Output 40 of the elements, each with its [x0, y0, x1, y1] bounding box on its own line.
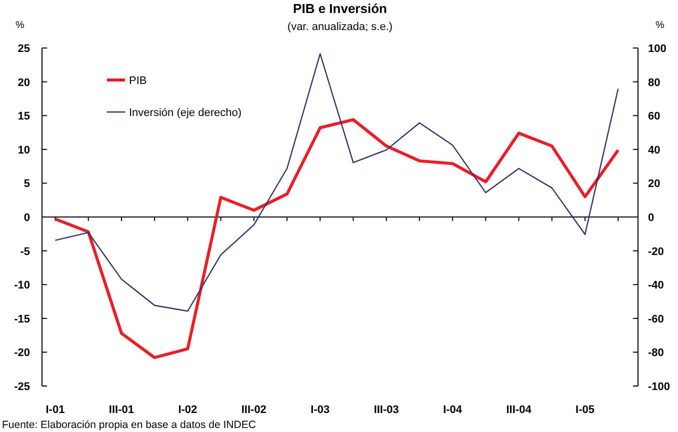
x-tick-label: I-05 [576, 404, 595, 416]
legend-label: PIB [129, 75, 147, 87]
y2-tick-label: 0 [648, 212, 654, 224]
y2-tick-label: 100 [648, 43, 666, 55]
y2-tick-label: 80 [648, 76, 660, 89]
y-tick-label: -15 [14, 313, 30, 326]
y2-axis-title: % [656, 20, 665, 31]
x-tick-label: I-01 [46, 404, 65, 416]
y-tick-label: 20 [18, 76, 30, 89]
x-tick-label: III-04 [506, 404, 532, 416]
x-tick-label: I-03 [310, 404, 330, 416]
y2-tick-label: -60 [648, 313, 664, 326]
y-tick-label: -10 [14, 280, 30, 292]
y2-tick-label: -20 [648, 246, 664, 258]
x-tick-label: I-02 [178, 404, 198, 416]
y-tick-label: 25 [18, 43, 30, 55]
x-tick-label: III-02 [241, 404, 266, 416]
x-tick-label: I-04 [443, 404, 463, 416]
legend-label: Inversión (eje derecho) [129, 107, 242, 119]
y2-tick-label: -100 [648, 381, 670, 393]
x-tick-label: III-01 [108, 404, 134, 416]
y-tick-label: -25 [14, 381, 30, 393]
y-tick-label: -20 [14, 347, 30, 360]
y-tick-label: 15 [18, 110, 30, 123]
chart-title: PIB e Inversión [293, 1, 388, 16]
y-axis-title: % [16, 20, 25, 31]
chart-subtitle: (var. anualizada; s.e.) [287, 21, 393, 33]
y-tick-label: 10 [18, 144, 30, 156]
y-tick-label: -5 [20, 246, 30, 258]
y2-tick-label: -40 [648, 280, 664, 292]
source-note: Fuente: Elaboración propia en base a datos de INDEC [2, 419, 256, 431]
y2-tick-label: 40 [648, 144, 660, 156]
line-series [54, 118, 620, 360]
y2-tick-label: 60 [648, 110, 660, 123]
line-series [54, 53, 619, 312]
y2-tick-label: -80 [648, 347, 664, 360]
y2-tick-label: 20 [648, 178, 660, 190]
y-tick-label: 5 [24, 178, 30, 190]
y-tick-label: 0 [24, 212, 30, 224]
x-tick-label: III-03 [374, 404, 399, 416]
